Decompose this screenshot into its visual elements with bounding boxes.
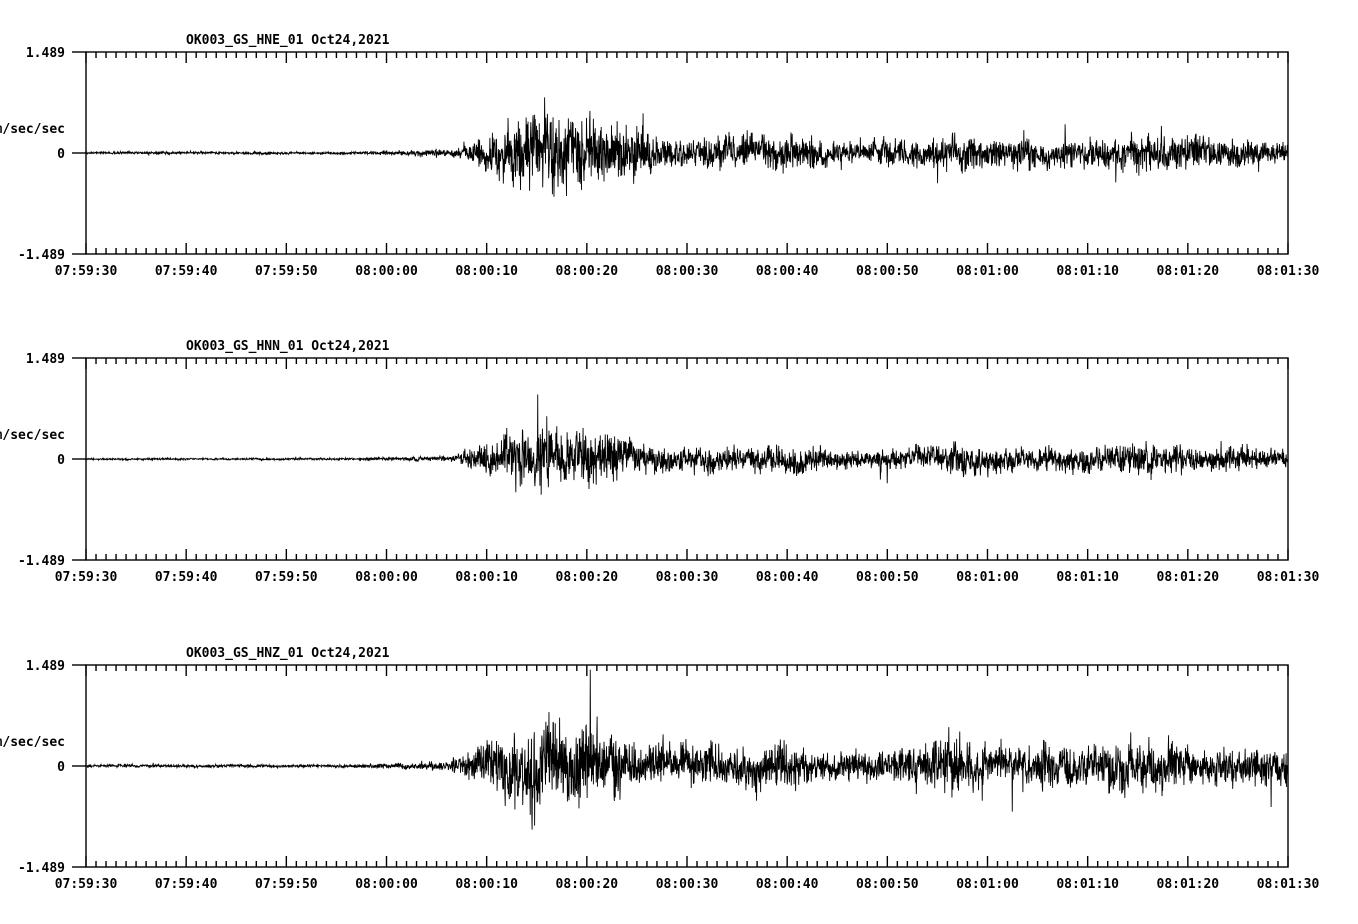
x-tick-label: 07:59:30 [55, 264, 118, 279]
x-axis-ticks [85, 358, 1289, 560]
x-tick-label: 07:59:50 [255, 877, 318, 892]
seismogram-panel-hne: OK003_GS_HNE_01 Oct24,2021 07:59:30 07:59:… [0, 22, 1358, 290]
x-tick-label: 08:00:20 [556, 877, 619, 892]
x-tick-label: 08:00:50 [856, 570, 919, 585]
y-axis-unit-label: cm/sec/sec [0, 122, 65, 137]
x-tick-label: 08:00:50 [856, 877, 919, 892]
seismogram-panel-hnn: OK003_GS_HNN_01 Oct24,2021 07:59:30 07:59:… [0, 328, 1358, 596]
x-axis-labels: 07:59:30 07:59:40 07:59:50 08:00:00 08:00:10… [55, 570, 1320, 585]
x-tick-label: 08:01:30 [1257, 570, 1320, 585]
x-tick-label: 08:00:40 [756, 570, 819, 585]
x-tick-label: 08:01:00 [956, 264, 1019, 279]
y-tick-label: 1.489 [26, 659, 65, 674]
y-axis-ticks: 1.489 0 -1.489 [18, 46, 86, 263]
seismogram-panel-hnz: OK003_GS_HNZ_01 Oct24,2021 07:59:30 07:59:… [0, 635, 1358, 903]
x-tick-label: 07:59:30 [55, 570, 118, 585]
y-tick-label: 1.489 [26, 46, 65, 61]
y-axis-unit-label: cm/sec/sec [0, 735, 65, 750]
x-tick-label: 08:01:20 [1157, 264, 1220, 279]
y-tick-label: -1.489 [18, 554, 65, 569]
x-axis-labels: 07:59:30 07:59:40 07:59:50 08:00:00 08:00:10… [55, 264, 1320, 279]
x-tick-label: 08:00:30 [656, 877, 719, 892]
x-tick-label: 08:00:10 [455, 570, 518, 585]
y-tick-label: 0 [57, 453, 65, 468]
panel-title: OK003_GS_HNN_01 Oct24,2021 [186, 339, 390, 354]
x-tick-label: 08:01:00 [956, 877, 1019, 892]
x-tick-label: 07:59:40 [155, 264, 218, 279]
x-axis-ticks [85, 52, 1289, 254]
y-tick-label: -1.489 [18, 248, 65, 263]
x-axis-labels: 07:59:30 07:59:40 07:59:50 08:00:00 08:00:10… [55, 877, 1320, 892]
x-tick-label: 08:00:00 [355, 264, 418, 279]
waveform-trace [85, 97, 1289, 197]
x-tick-label: 08:01:10 [1056, 570, 1119, 585]
y-tick-label: 0 [57, 760, 65, 775]
x-tick-label: 08:00:30 [656, 264, 719, 279]
panel-title: OK003_GS_HNE_01 Oct24,2021 [186, 33, 390, 48]
x-tick-label: 08:00:50 [856, 264, 919, 279]
x-tick-label: 08:00:00 [355, 570, 418, 585]
x-tick-label: 08:01:30 [1257, 264, 1320, 279]
x-tick-label: 08:01:10 [1056, 877, 1119, 892]
y-axis-ticks: 1.489 0 -1.489 [18, 352, 86, 569]
x-tick-label: 08:00:20 [556, 264, 619, 279]
waveform-trace [85, 669, 1289, 830]
x-axis-ticks [85, 665, 1289, 867]
x-tick-label: 07:59:40 [155, 877, 218, 892]
x-tick-label: 07:59:50 [255, 264, 318, 279]
x-tick-label: 08:00:40 [756, 877, 819, 892]
x-tick-label: 08:01:20 [1157, 570, 1220, 585]
x-tick-label: 08:00:30 [656, 570, 719, 585]
x-tick-label: 08:00:40 [756, 264, 819, 279]
x-tick-label: 07:59:40 [155, 570, 218, 585]
x-tick-label: 08:01:30 [1257, 877, 1320, 892]
x-tick-label: 08:00:10 [455, 877, 518, 892]
y-tick-label: 0 [57, 147, 65, 162]
x-tick-label: 08:01:10 [1056, 264, 1119, 279]
x-tick-label: 08:00:20 [556, 570, 619, 585]
panel-title: OK003_GS_HNZ_01 Oct24,2021 [186, 646, 390, 661]
x-tick-label: 08:01:00 [956, 570, 1019, 585]
x-tick-label: 08:01:20 [1157, 877, 1220, 892]
x-tick-label: 08:00:00 [355, 877, 418, 892]
y-tick-label: 1.489 [26, 352, 65, 367]
y-axis-ticks: 1.489 0 -1.489 [18, 659, 86, 876]
x-tick-label: 07:59:50 [255, 570, 318, 585]
y-tick-label: -1.489 [18, 861, 65, 876]
x-tick-label: 08:00:10 [455, 264, 518, 279]
waveform-trace [85, 394, 1289, 495]
x-tick-label: 07:59:30 [55, 877, 118, 892]
y-axis-unit-label: cm/sec/sec [0, 428, 65, 443]
